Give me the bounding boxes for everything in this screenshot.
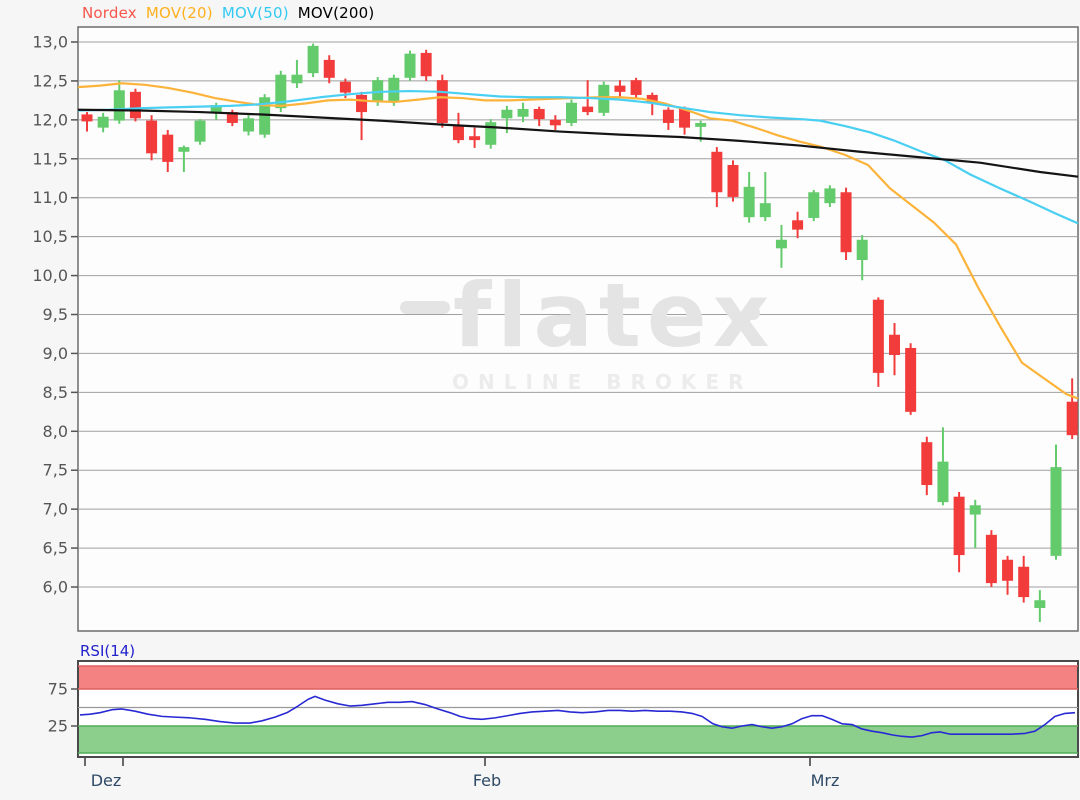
price-axis-label: 10,0 (32, 266, 68, 285)
price-axis-label: 8,0 (43, 422, 68, 441)
candlestick-up (501, 109, 513, 119)
candlestick-up (856, 239, 868, 260)
candlestick-down (921, 442, 933, 486)
candlestick-down (792, 220, 804, 230)
price-axis-label: 9,5 (43, 305, 68, 324)
price-axis-label: 11,0 (32, 188, 68, 207)
price-axis-label: 12,5 (32, 71, 68, 90)
candlestick-down (985, 534, 997, 584)
candlestick-up (517, 108, 529, 117)
candlestick-down (679, 108, 691, 128)
candlestick-down (146, 120, 158, 154)
candlestick-up (388, 77, 400, 102)
month-label-feb: Feb (473, 771, 501, 790)
price-axis-label: 7,5 (43, 461, 68, 480)
candlestick-down (662, 109, 674, 123)
candlestick-down (1002, 559, 1014, 581)
price-axis-label: 6,5 (43, 539, 68, 558)
watermark-dot (746, 306, 760, 320)
rsi-line (79, 695, 1076, 738)
price-axis-label: 7,0 (43, 500, 68, 519)
watermark-brand: flatex (453, 264, 775, 367)
candlestick-down (1018, 566, 1030, 598)
price-axis-label: 13,0 (32, 33, 68, 52)
candlestick-down (1066, 401, 1078, 436)
candlestick-up (566, 102, 577, 123)
candlestick-down (889, 334, 900, 355)
candlestick-down (323, 59, 335, 78)
price-axis-label: 9,0 (43, 344, 68, 363)
candlestick-down (630, 80, 642, 95)
candlestick-up (485, 122, 497, 145)
chart-legend: Nordex MOV(20) MOV(50) MOV(200) (82, 4, 374, 22)
rsi-axis-label: 75 (48, 680, 68, 699)
candlestick-down (129, 91, 141, 119)
candlestick-down (339, 81, 351, 93)
watermark-dash (400, 301, 450, 314)
candlestick-down (711, 151, 723, 193)
legend-item-mov200: MOV(200) (297, 4, 375, 22)
candlestick-down (81, 114, 93, 122)
candlestick-down (436, 80, 448, 123)
candlestick-down (549, 119, 561, 126)
candlestick-down (226, 112, 238, 123)
price-axis-label: 8,5 (43, 383, 68, 402)
candlestick-up (210, 105, 222, 113)
candlestick-down (356, 94, 368, 113)
legend-item-mov20: MOV(20) (145, 4, 213, 22)
candlestick-up (759, 203, 771, 218)
price-axis-label: 6,0 (43, 577, 68, 596)
candlestick-up (275, 74, 287, 109)
candlestick-down (872, 299, 884, 373)
candlestick-down (452, 125, 464, 141)
price-axis-label: 12,0 (32, 110, 68, 129)
candlestick-up (824, 188, 836, 204)
candlestick-down (840, 192, 852, 253)
candlestick-up (307, 45, 319, 74)
price-axis-label: 11,5 (32, 149, 68, 168)
candlestick-up (775, 239, 787, 249)
candlestick-up (937, 461, 949, 503)
candlestick-up (808, 192, 820, 218)
candlestick-down (533, 108, 545, 120)
candlestick-down (905, 347, 917, 412)
candlestick-down (727, 165, 739, 197)
month-label-mrz: Mrz (811, 771, 840, 790)
candlestick-up (1050, 467, 1062, 556)
rsi-axis-label: 25 (48, 717, 68, 736)
candlestick-up (1034, 600, 1046, 609)
candlestick-up (743, 186, 755, 218)
legend-item-mov50: MOV(50) (221, 4, 289, 22)
candlestick-down (614, 85, 626, 92)
candlestick-down (162, 134, 174, 162)
rsi-oversold-band (79, 726, 1077, 753)
rsi-overbought-band (79, 666, 1077, 689)
candlestick-up (291, 74, 303, 84)
candlestick-up (243, 118, 254, 132)
candlestick-up (259, 97, 271, 135)
candlestick-up (695, 122, 707, 127)
candlestick-up (969, 505, 981, 515)
watermark-tagline: ONLINE BROKER (452, 370, 753, 394)
candlestick-up (113, 90, 125, 121)
legend-item-symbol: Nordex (82, 4, 137, 22)
candlestick-down (582, 106, 594, 113)
candlestick-down (646, 94, 658, 103)
rsi-indicator-label: RSI(14) (80, 642, 136, 660)
overlay-line-mov200 (77, 108, 1079, 178)
candlestick-down (953, 496, 965, 556)
month-label-dez: Dez (91, 771, 122, 790)
candlestick-down (469, 136, 481, 141)
candlestick-up (97, 116, 109, 128)
overlay-line-mov50 (77, 89, 1079, 225)
candlestick-up (194, 120, 206, 142)
price-axis-label: 10,5 (32, 227, 68, 246)
candlestick-up (178, 147, 190, 152)
candlestick-up (404, 53, 416, 78)
candlestick-down (420, 52, 432, 77)
